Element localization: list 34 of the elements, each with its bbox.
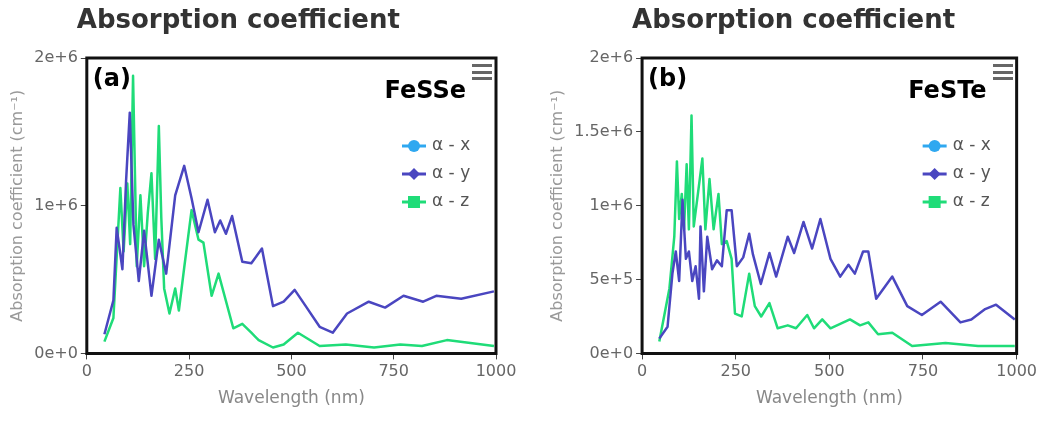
- y-tick-label: 5e+5: [589, 268, 634, 288]
- legend-label: α - y: [952, 162, 991, 183]
- x-tick-label: 0: [81, 361, 92, 381]
- y-tick-label: 0e+0: [34, 342, 78, 362]
- x-tick-label: 250: [720, 361, 751, 381]
- annotation: FeSSe: [384, 76, 466, 105]
- x-tick-label: 500: [276, 361, 307, 381]
- y-axis-title: Absorption coefficient (cm⁻¹): [546, 89, 566, 322]
- y-tick-label: 1.5e+6: [574, 121, 634, 141]
- legend-label: α - x: [432, 134, 471, 155]
- legend-label: α - z: [952, 190, 990, 211]
- y-tick-label: 2e+6: [34, 47, 78, 67]
- x-tick-label: 0: [636, 361, 648, 381]
- x-axis-title: Wavelength (nm): [755, 387, 903, 408]
- annotation: (a): [92, 64, 131, 93]
- x-tick-label: 750: [907, 361, 939, 381]
- x-tick-label: 1000: [475, 361, 517, 381]
- legend-label: α - y: [432, 162, 471, 183]
- y-tick-label: 0e+0: [589, 342, 634, 362]
- y-tick-label: 1e+6: [589, 194, 634, 214]
- y-tick-label: 1e+6: [34, 194, 78, 214]
- x-axis-title: Wavelength (nm): [217, 387, 365, 408]
- legend-label: α - x: [952, 134, 991, 155]
- x-tick-label: 250: [173, 361, 205, 381]
- x-tick-label: 500: [814, 361, 845, 381]
- annotation: FeSTe: [908, 76, 987, 105]
- x-tick-label: 750: [378, 361, 409, 381]
- annotation: (b): [648, 64, 688, 93]
- chart-title: Absorption coefficient: [76, 4, 400, 34]
- y-tick-label: 2e+6: [589, 47, 634, 67]
- legend-label: α - z: [432, 190, 470, 211]
- y-axis-title: Absorption coefficient (cm⁻¹): [6, 89, 26, 322]
- chart-title: Absorption coefficient: [632, 4, 956, 34]
- x-tick-label: 1000: [996, 361, 1037, 381]
